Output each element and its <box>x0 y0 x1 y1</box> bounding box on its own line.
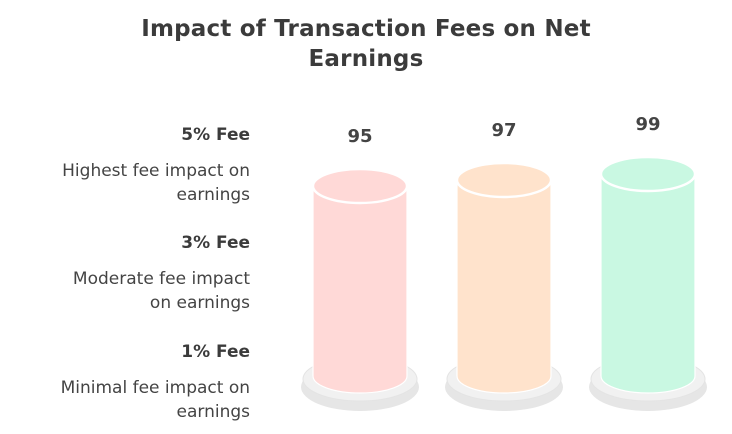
legend-fee-label: 5% Fee <box>181 125 250 145</box>
title-line-1: Impact of Transaction Fees on Net <box>141 16 591 42</box>
legend-fee-description: Minimal fee impact on earnings <box>60 378 250 422</box>
cylinder-bar <box>312 185 408 394</box>
cylinder-top <box>455 161 553 199</box>
cylinder-top <box>599 155 697 193</box>
legend-fee-label: 3% Fee <box>181 233 250 253</box>
diagram-title: Impact of Transaction Fees on Net Earnin… <box>0 14 732 74</box>
legend-item-1-fee: 1% Fee Minimal fee impact on earnings <box>61 341 250 424</box>
cylinder-bar <box>600 173 696 394</box>
cylinder-bar <box>456 179 552 394</box>
legend-fee-description: Highest fee impact on earnings <box>62 161 250 205</box>
value-label: 97 <box>491 120 517 141</box>
legend-fee-description: Moderate fee impact on earnings <box>72 269 250 313</box>
legend-item-5-fee: 5% Fee Highest fee impact on earnings <box>62 124 250 207</box>
cylinder-top <box>311 167 409 205</box>
value-label: 95 <box>347 126 373 147</box>
value-label: 99 <box>635 114 661 135</box>
legend-item-3-fee: 3% Fee Moderate fee impact on earnings <box>73 232 250 315</box>
legend-fee-label: 1% Fee <box>181 342 250 362</box>
title-line-2: Earnings <box>308 46 424 72</box>
